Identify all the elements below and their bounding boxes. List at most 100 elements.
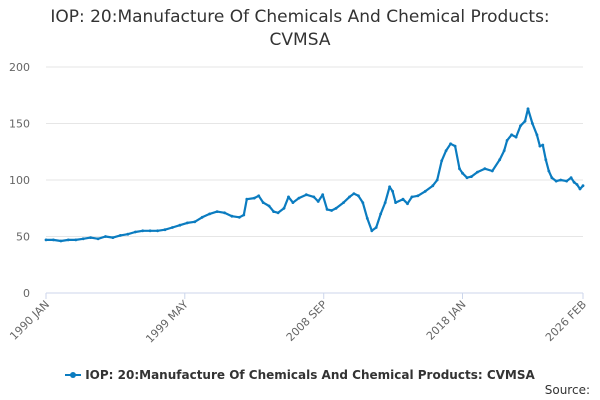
data-point[interactable] <box>126 232 130 236</box>
data-point[interactable] <box>304 193 308 197</box>
data-point[interactable] <box>352 192 356 196</box>
data-point[interactable] <box>230 214 234 218</box>
data-point[interactable] <box>502 149 506 153</box>
data-point[interactable] <box>431 184 435 188</box>
data-point[interactable] <box>406 202 409 206</box>
data-point[interactable] <box>223 211 226 215</box>
data-point[interactable] <box>470 175 473 179</box>
data-point[interactable] <box>449 142 452 146</box>
data-point[interactable] <box>388 185 391 189</box>
data-point[interactable] <box>291 201 295 205</box>
data-point[interactable] <box>526 107 530 111</box>
data-point[interactable] <box>440 159 444 163</box>
data-point[interactable] <box>200 215 204 219</box>
data-point[interactable] <box>252 196 256 200</box>
data-point[interactable] <box>523 119 527 123</box>
data-point[interactable] <box>453 144 457 148</box>
series-line-0[interactable] <box>44 107 585 243</box>
data-point[interactable] <box>379 212 383 216</box>
data-point[interactable] <box>370 229 374 233</box>
data-point[interactable] <box>559 178 563 182</box>
data-point[interactable] <box>238 215 241 219</box>
data-point[interactable] <box>171 226 174 229</box>
data-point[interactable] <box>531 122 534 125</box>
data-point[interactable] <box>519 124 522 128</box>
data-point[interactable] <box>565 179 568 183</box>
data-point[interactable] <box>185 221 189 225</box>
source-credit[interactable]: Source: <box>544 383 590 397</box>
data-point[interactable] <box>89 236 92 240</box>
data-point[interactable] <box>383 201 387 205</box>
data-point[interactable] <box>458 167 461 171</box>
data-point[interactable] <box>321 193 325 197</box>
data-point[interactable] <box>544 158 548 162</box>
data-point[interactable] <box>374 226 378 229</box>
data-point[interactable] <box>81 237 85 241</box>
data-point[interactable] <box>66 238 70 242</box>
data-point[interactable] <box>435 178 439 182</box>
data-point[interactable] <box>272 210 275 214</box>
data-point[interactable] <box>156 229 160 233</box>
data-point[interactable] <box>52 238 55 242</box>
data-point[interactable] <box>483 167 487 171</box>
data-point[interactable] <box>44 238 48 242</box>
data-point[interactable] <box>461 171 464 175</box>
data-point[interactable] <box>74 238 78 242</box>
data-point[interactable] <box>297 196 301 200</box>
data-point[interactable] <box>541 143 545 147</box>
data-point[interactable] <box>163 228 167 232</box>
data-point[interactable] <box>261 201 265 205</box>
data-point[interactable] <box>148 229 152 233</box>
data-point[interactable] <box>490 169 494 173</box>
data-point[interactable] <box>510 133 513 137</box>
data-point[interactable] <box>208 212 212 216</box>
data-point[interactable] <box>59 239 63 243</box>
data-point[interactable] <box>535 133 539 137</box>
data-point[interactable] <box>267 204 271 208</box>
data-point[interactable] <box>257 194 261 198</box>
data-point[interactable] <box>104 235 107 238</box>
data-point[interactable] <box>444 149 448 153</box>
data-point[interactable] <box>357 194 360 198</box>
data-point[interactable] <box>505 139 509 142</box>
data-point[interactable] <box>242 213 246 217</box>
data-point[interactable] <box>394 201 397 205</box>
data-point[interactable] <box>465 176 469 180</box>
data-point[interactable] <box>96 237 100 241</box>
data-point[interactable] <box>330 209 333 212</box>
data-point[interactable] <box>538 144 542 148</box>
data-point[interactable] <box>178 223 182 227</box>
data-point[interactable] <box>334 206 338 210</box>
data-point[interactable] <box>423 189 427 193</box>
data-point[interactable] <box>325 208 329 211</box>
data-point[interactable] <box>391 189 394 193</box>
data-point[interactable] <box>547 169 551 173</box>
data-point[interactable] <box>550 176 554 180</box>
data-point[interactable] <box>575 183 579 186</box>
data-point[interactable] <box>476 170 479 174</box>
data-point[interactable] <box>361 201 365 205</box>
data-point[interactable] <box>141 229 145 233</box>
data-point[interactable] <box>119 234 122 237</box>
data-point[interactable] <box>133 230 137 234</box>
data-point[interactable] <box>287 195 290 199</box>
data-point[interactable] <box>365 217 369 220</box>
data-point[interactable] <box>282 206 286 210</box>
data-point[interactable] <box>498 158 502 162</box>
data-point[interactable] <box>569 176 573 180</box>
data-point[interactable] <box>312 195 316 199</box>
data-point[interactable] <box>572 180 576 184</box>
data-point[interactable] <box>554 179 558 183</box>
data-point[interactable] <box>245 197 249 201</box>
data-point[interactable] <box>401 197 405 201</box>
data-point[interactable] <box>193 220 197 224</box>
data-point[interactable] <box>410 195 414 199</box>
chart-legend[interactable]: IOP: 20:Manufacture Of Chemicals And Che… <box>0 368 600 382</box>
data-point[interactable] <box>581 184 585 188</box>
data-point[interactable] <box>111 236 115 240</box>
data-point[interactable] <box>215 210 219 214</box>
data-point[interactable] <box>276 211 280 215</box>
data-point[interactable] <box>416 194 420 198</box>
data-point[interactable] <box>578 187 582 191</box>
data-point[interactable] <box>514 135 518 139</box>
